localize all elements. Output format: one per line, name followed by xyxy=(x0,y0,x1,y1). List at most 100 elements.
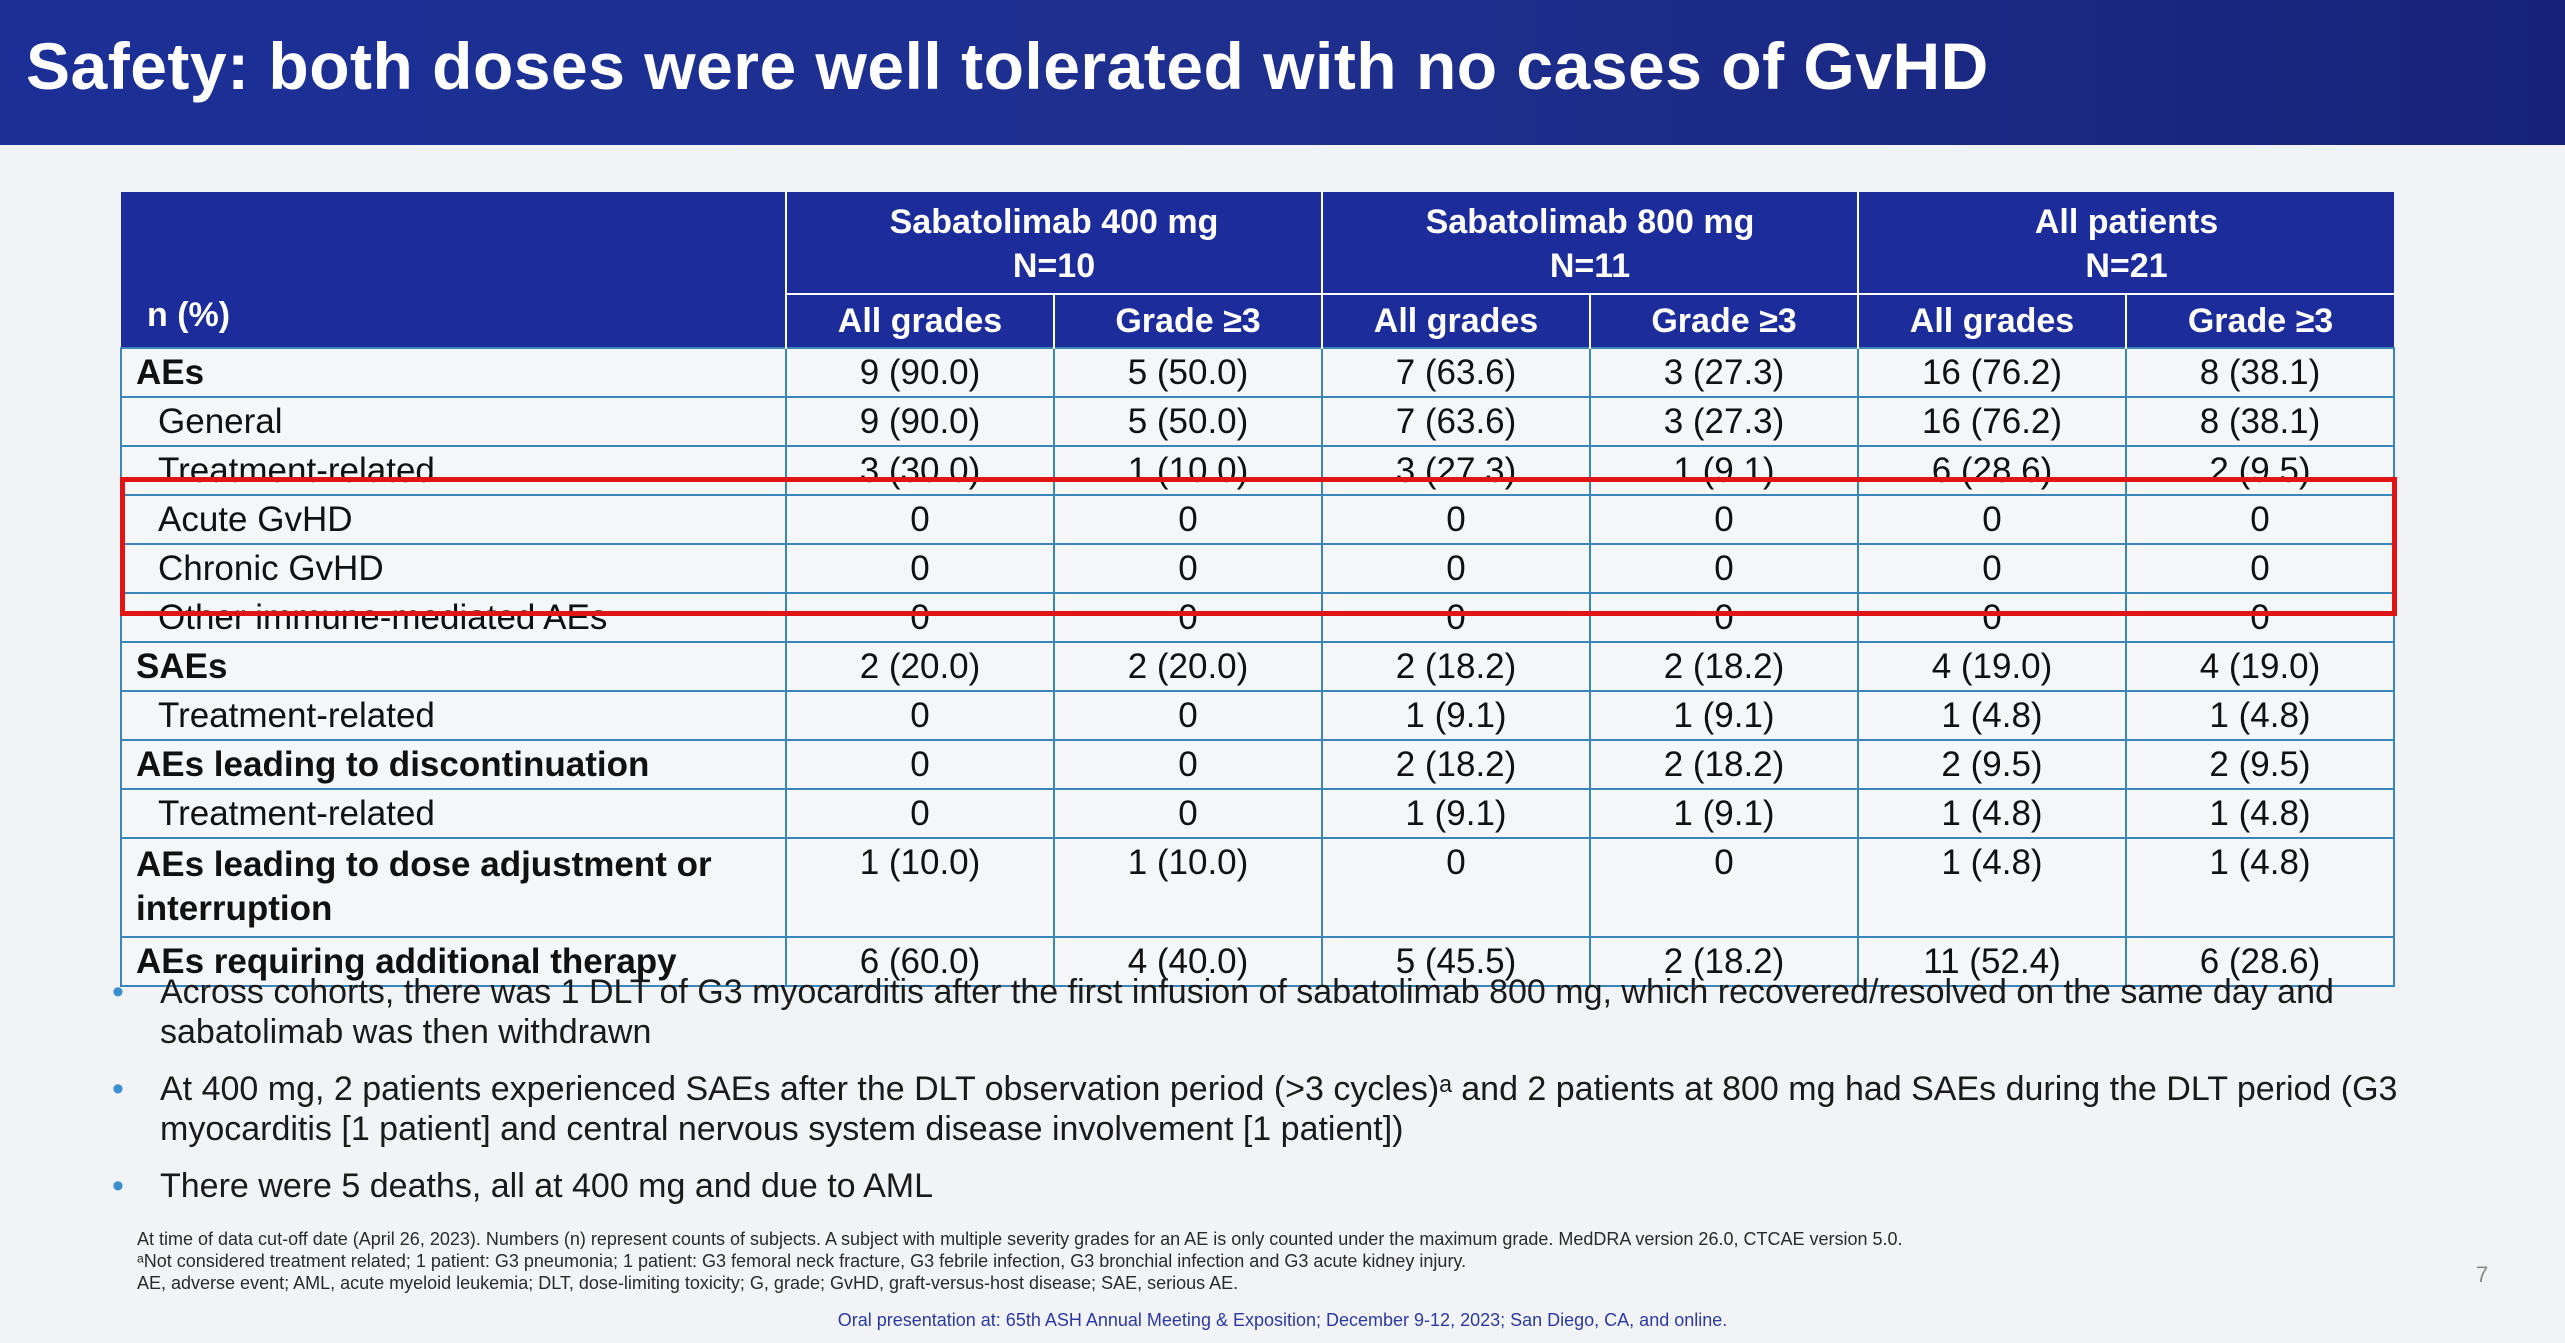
table-cell: 4 (40.0) xyxy=(1053,936,1323,987)
group-name: Sabatolimab 400 mg xyxy=(889,203,1219,241)
table-row: Acute GvHD 0 0 0 0 0 0 xyxy=(120,494,2395,545)
table-row: Other immune-mediated AEs 0 0 0 0 0 0 xyxy=(120,592,2395,643)
table-cell: 0 xyxy=(2125,543,2395,594)
table-cell: 3 (27.3) xyxy=(1321,445,1591,496)
table-cell: 0 xyxy=(1589,837,1859,938)
bullet-item: • There were 5 deaths, all at 400 mg and … xyxy=(110,1166,2440,1206)
table-cell: 0 xyxy=(1857,494,2127,545)
table-cell: 2 (20.0) xyxy=(785,641,1055,692)
table-cell: 1 (10.0) xyxy=(1053,837,1323,938)
table-cell: 3 (27.3) xyxy=(1589,396,1859,447)
table-cell: 0 xyxy=(785,788,1055,839)
slide-title: Safety: both doses were well tolerated w… xyxy=(26,29,1989,103)
table-cell: 5 (50.0) xyxy=(1053,347,1323,398)
table-row: Treatment-related 3 (30.0) 1 (10.0) 3 (27.3… xyxy=(120,445,2395,496)
table-cell: 3 (30.0) xyxy=(785,445,1055,496)
table-cell: 1 (4.8) xyxy=(2125,788,2395,839)
table-cell: 3 (27.3) xyxy=(1589,347,1859,398)
table-cell: 0 xyxy=(785,494,1055,545)
table-cell: 1 (4.8) xyxy=(2125,690,2395,741)
bullet-dot-icon: • xyxy=(112,1167,124,1205)
table-cell: 1 (4.8) xyxy=(1857,788,2127,839)
table-row: AEs leading to discontinuation 0 0 2 (18.2)… xyxy=(120,739,2395,790)
corner-label: n (%) xyxy=(121,192,786,348)
bullet-dot-icon: • xyxy=(112,1070,124,1108)
table-cell: 9 (90.0) xyxy=(785,396,1055,447)
subheader: Grade ≥3 xyxy=(1053,293,1322,348)
table-cell: 0 xyxy=(1321,837,1591,938)
subheader: All grades xyxy=(1321,293,1590,348)
table-cell: 1 (10.0) xyxy=(785,837,1055,938)
footnote: At time of data cut-off date (April 26, … xyxy=(137,1229,1903,1249)
table-cell: 5 (50.0) xyxy=(1053,396,1323,447)
table-cell: 2 (18.2) xyxy=(1321,739,1591,790)
table-cell: 5 (45.5) xyxy=(1321,936,1591,987)
table-cell: 0 xyxy=(1321,494,1591,545)
table-cell: 0 xyxy=(785,690,1055,741)
group-name: All patients xyxy=(2034,203,2219,241)
bullet-text: Across cohorts, there was 1 DLT of G3 my… xyxy=(160,973,2334,1051)
table-cell: 4 (19.0) xyxy=(1857,641,2127,692)
group-n: N=11 xyxy=(1549,247,1631,285)
table-cell: 1 (9.1) xyxy=(1589,788,1859,839)
bullet-dot-icon: • xyxy=(112,973,124,1011)
row-label: Acute GvHD xyxy=(120,494,787,545)
table-cell: 8 (38.1) xyxy=(2125,347,2395,398)
table-cell: 6 (28.6) xyxy=(2125,936,2395,987)
table-cell: 0 xyxy=(1053,788,1323,839)
group-header-800mg: Sabatolimab 800 mg N=11 xyxy=(1321,192,1858,294)
table-row: AEs 9 (90.0) 5 (50.0) 7 (63.6) 3 (27.3) 16 (7… xyxy=(120,347,2395,398)
table-cell: 0 xyxy=(1589,494,1859,545)
table-cell: 0 xyxy=(1589,543,1859,594)
table-cell: 1 (9.1) xyxy=(1321,788,1591,839)
table-cell: 1 (4.8) xyxy=(1857,690,2127,741)
table-cell: 0 xyxy=(1053,690,1323,741)
footnote: ᵃNot considered treatment related; 1 pat… xyxy=(137,1251,1467,1271)
table-cell: 2 (9.5) xyxy=(2125,445,2395,496)
row-label: Chronic GvHD xyxy=(120,543,787,594)
table-cell: 6 (60.0) xyxy=(785,936,1055,987)
row-label: AEs xyxy=(120,347,787,398)
table-cell: 11 (52.4) xyxy=(1857,936,2127,987)
table-cell: 0 xyxy=(1321,592,1591,643)
safety-table: n (%) Sabatolimab 400 mg N=10 Sabatolima… xyxy=(120,192,2395,987)
subheader: Grade ≥3 xyxy=(2125,293,2394,348)
page-number: 7 xyxy=(2476,1262,2489,1287)
table-cell: 8 (38.1) xyxy=(2125,396,2395,447)
table-cell: 2 (20.0) xyxy=(1053,641,1323,692)
table-cell: 1 (9.1) xyxy=(1589,445,1859,496)
table-cell: 2 (18.2) xyxy=(1589,739,1859,790)
table-cell: 0 xyxy=(1053,494,1323,545)
table-cell: 1 (4.8) xyxy=(1857,837,2127,938)
table-cell: 2 (18.2) xyxy=(1589,641,1859,692)
row-label: SAEs xyxy=(120,641,787,692)
table-cell: 7 (63.6) xyxy=(1321,396,1591,447)
table-cell: 1 (9.1) xyxy=(1321,690,1591,741)
table-cell: 0 xyxy=(1589,592,1859,643)
table-cell: 0 xyxy=(1321,543,1591,594)
subheader: All grades xyxy=(785,293,1054,348)
table-cell: 2 (9.5) xyxy=(2125,739,2395,790)
bullet-text: At 400 mg, 2 patients experienced SAEs a… xyxy=(160,1070,2398,1148)
row-label: General xyxy=(120,396,787,447)
table-row: Treatment-related 0 0 1 (9.1) 1 (9.1) 1 (4.8)… xyxy=(120,788,2395,839)
bullet-text: There were 5 deaths, all at 400 mg and d… xyxy=(160,1167,934,1205)
table-cell: 0 xyxy=(2125,494,2395,545)
group-header-400mg: Sabatolimab 400 mg N=10 xyxy=(785,192,1322,294)
table-cell: 1 (10.0) xyxy=(1053,445,1323,496)
table-row: Treatment-related 0 0 1 (9.1) 1 (9.1) 1 (4.8)… xyxy=(120,690,2395,741)
table-cell: 6 (28.6) xyxy=(1857,445,2127,496)
subheader: All grades xyxy=(1857,293,2126,348)
table-cell: 0 xyxy=(785,592,1055,643)
table-cell: 16 (76.2) xyxy=(1857,396,2127,447)
bullet-list: • Across cohorts, there was 1 DLT of G3 m… xyxy=(110,972,2440,1223)
row-label: Treatment-related xyxy=(120,690,787,741)
title-bar: Safety: both doses were well tolerated w… xyxy=(0,0,2565,145)
group-n: N=21 xyxy=(2085,247,2168,285)
table-cell: 0 xyxy=(1053,592,1323,643)
table-row: Chronic GvHD 0 0 0 0 0 0 xyxy=(120,543,2395,594)
table-row: SAEs 2 (20.0) 2 (20.0) 2 (18.2) 2 (18.2) 4 (1… xyxy=(120,641,2395,692)
table-cell: 0 xyxy=(1053,543,1323,594)
table-cell: 0 xyxy=(1053,739,1323,790)
group-name: Sabatolimab 800 mg xyxy=(1425,203,1755,241)
